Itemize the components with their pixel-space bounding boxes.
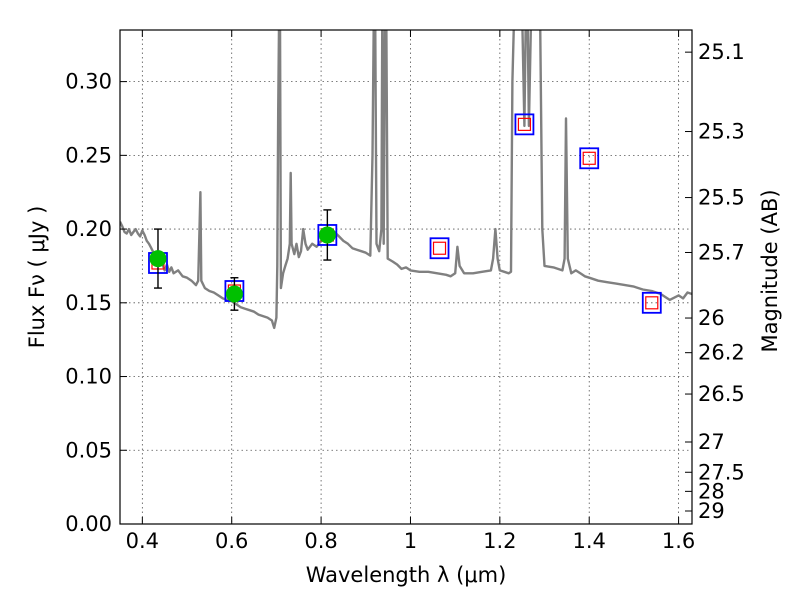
y-tick-label: 0.20 — [65, 217, 112, 241]
axis-ticks: 0.4 0.6 0.8 1 1.2 1.4 1.6 0.00 0.05 0.10 0.15 0.20 0… — [65, 30, 745, 553]
model-box-marker — [514, 113, 535, 136]
right-tick-label: 25.1 — [698, 40, 745, 64]
y-tick-label: 0.00 — [65, 512, 112, 536]
spectrum-layer — [120, 30, 692, 330]
right-tick-label: 29 — [698, 499, 725, 523]
model-box-marker — [579, 147, 600, 170]
observed-point — [225, 285, 243, 303]
grid — [120, 30, 692, 525]
x-tick-label: 0.4 — [126, 529, 159, 553]
right-tick-label: 25.3 — [698, 120, 745, 144]
right-axis-label: Magnitude (AB) — [758, 189, 782, 352]
observed-point — [149, 250, 167, 268]
x-tick-label: 1 — [404, 529, 417, 553]
plot-frame — [119, 29, 693, 525]
x-tick-label: 1.6 — [662, 529, 695, 553]
y-tick-label: 0.30 — [65, 70, 112, 94]
right-tick-label: 25.5 — [698, 186, 745, 210]
y-tick-label: 0.05 — [65, 438, 112, 462]
right-tick-label: 27.5 — [698, 460, 745, 484]
x-tick-label: 0.8 — [304, 529, 337, 553]
y-tick-label: 0.15 — [65, 291, 112, 315]
right-tick-label: 25.7 — [698, 240, 745, 264]
x-tick-label: 1.4 — [573, 529, 606, 553]
right-tick-label: 27 — [698, 430, 725, 454]
model-inner-marker — [432, 241, 447, 255]
model-box-marker — [641, 291, 662, 314]
right-tick-label: 26 — [698, 306, 725, 330]
model-box-marker — [429, 237, 450, 260]
right-tick-label: 26.2 — [698, 341, 745, 365]
y-tick-label: 0.25 — [65, 143, 112, 167]
x-tick-label: 1.2 — [483, 529, 516, 553]
right-tick-label: 26.5 — [698, 382, 745, 406]
model-inner-marker — [645, 296, 659, 310]
model-inner-marker — [517, 117, 532, 131]
x-tick-label: 0.6 — [215, 529, 248, 553]
spectrum-line — [120, 30, 692, 330]
observed-point — [318, 226, 336, 244]
model-inner-marker — [582, 151, 596, 165]
right-tick-label: 28 — [698, 479, 725, 503]
x-axis-label: Wavelength λ (μm) — [306, 563, 507, 587]
y-axis-label: Flux Fν ( μJy ) — [25, 206, 49, 349]
markers-layer — [148, 113, 662, 314]
y-tick-label: 0.10 — [65, 365, 112, 389]
